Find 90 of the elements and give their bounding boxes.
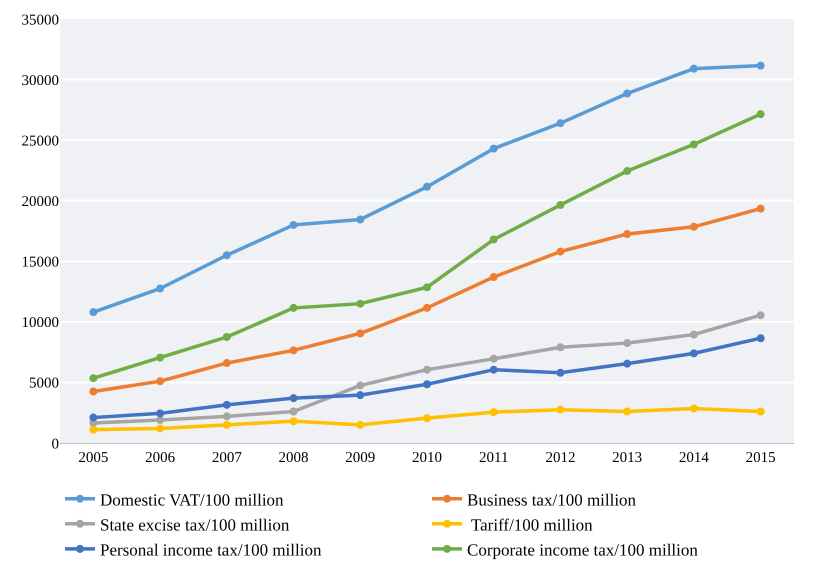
point [556,119,564,128]
point [756,311,765,320]
x-tick-label: 2008 [278,450,309,466]
x-tick-label: 2010 [412,450,442,466]
x-tick-label: 2007 [212,450,242,466]
point [89,414,98,422]
point [556,368,564,377]
point [222,359,231,368]
legend-label: Business tax/100 million [467,490,637,510]
y-tick-label: 10000 [22,315,59,332]
point [690,330,698,339]
legend-label: Personal income tax/100 million [100,540,322,560]
point [356,420,364,429]
point [690,404,698,412]
y-tick-label: 25000 [22,133,59,150]
point [222,412,231,420]
point [290,394,298,402]
x-tick-label: 2009 [345,450,376,466]
point [423,366,431,374]
point [89,374,98,382]
point [756,110,765,118]
point [556,406,564,414]
point [156,354,164,362]
legend-label: Corporate income tax/100 million [467,540,698,560]
point [356,215,364,224]
point [756,62,765,70]
point [623,339,632,348]
x-tick-label: 2006 [145,450,176,466]
y-tick-label: 5000 [29,376,59,392]
point [690,222,698,231]
point [690,349,698,358]
y-tick-label: 35000 [22,12,59,28]
point [556,343,564,352]
x-tick-label: 2015 [746,450,776,466]
point [756,334,765,342]
point [756,408,765,416]
point [690,64,698,73]
point [89,388,98,396]
y-tick-label: 20000 [22,194,59,210]
point [156,377,164,386]
point [623,360,632,368]
point [222,420,231,429]
point [623,408,632,416]
point [423,380,431,388]
x-tick-label: 2012 [545,450,576,466]
point [290,220,298,229]
point [222,251,231,260]
point [290,304,298,312]
point [156,424,164,432]
point [490,366,498,374]
point [423,414,431,422]
legend-label: State excise tax/100 million [100,515,290,534]
point [490,144,498,153]
point [490,273,498,282]
point [423,182,431,191]
point [490,408,498,416]
point [623,167,632,176]
point [556,248,564,256]
point [623,230,632,238]
point [490,235,498,244]
x-tick-label: 2005 [78,450,108,466]
point [356,391,364,400]
legend-label: Domestic VAT/100 million [100,490,284,510]
x-tick-label: 2011 [479,450,508,466]
legend-label: Tariff/100 million [467,515,594,534]
point [290,408,298,416]
point [423,283,431,292]
point [156,409,164,418]
y-tick-label: 15000 [22,254,59,271]
point [423,304,431,312]
point [89,426,98,434]
point [356,381,364,390]
point [690,140,698,148]
y-tick-label: 30000 [22,72,59,89]
point [156,284,164,293]
point [490,354,498,363]
x-tick-label: 2013 [612,450,642,466]
point [222,333,231,341]
point [556,200,564,209]
point [290,346,298,354]
point [756,204,765,213]
point [89,308,98,316]
point [222,400,231,409]
x-tick-label: 2014 [678,450,710,466]
point [156,416,164,424]
point [356,300,364,308]
point [290,417,298,426]
point [356,329,364,338]
point [623,90,632,98]
y-tick-label: 0 [52,436,59,452]
